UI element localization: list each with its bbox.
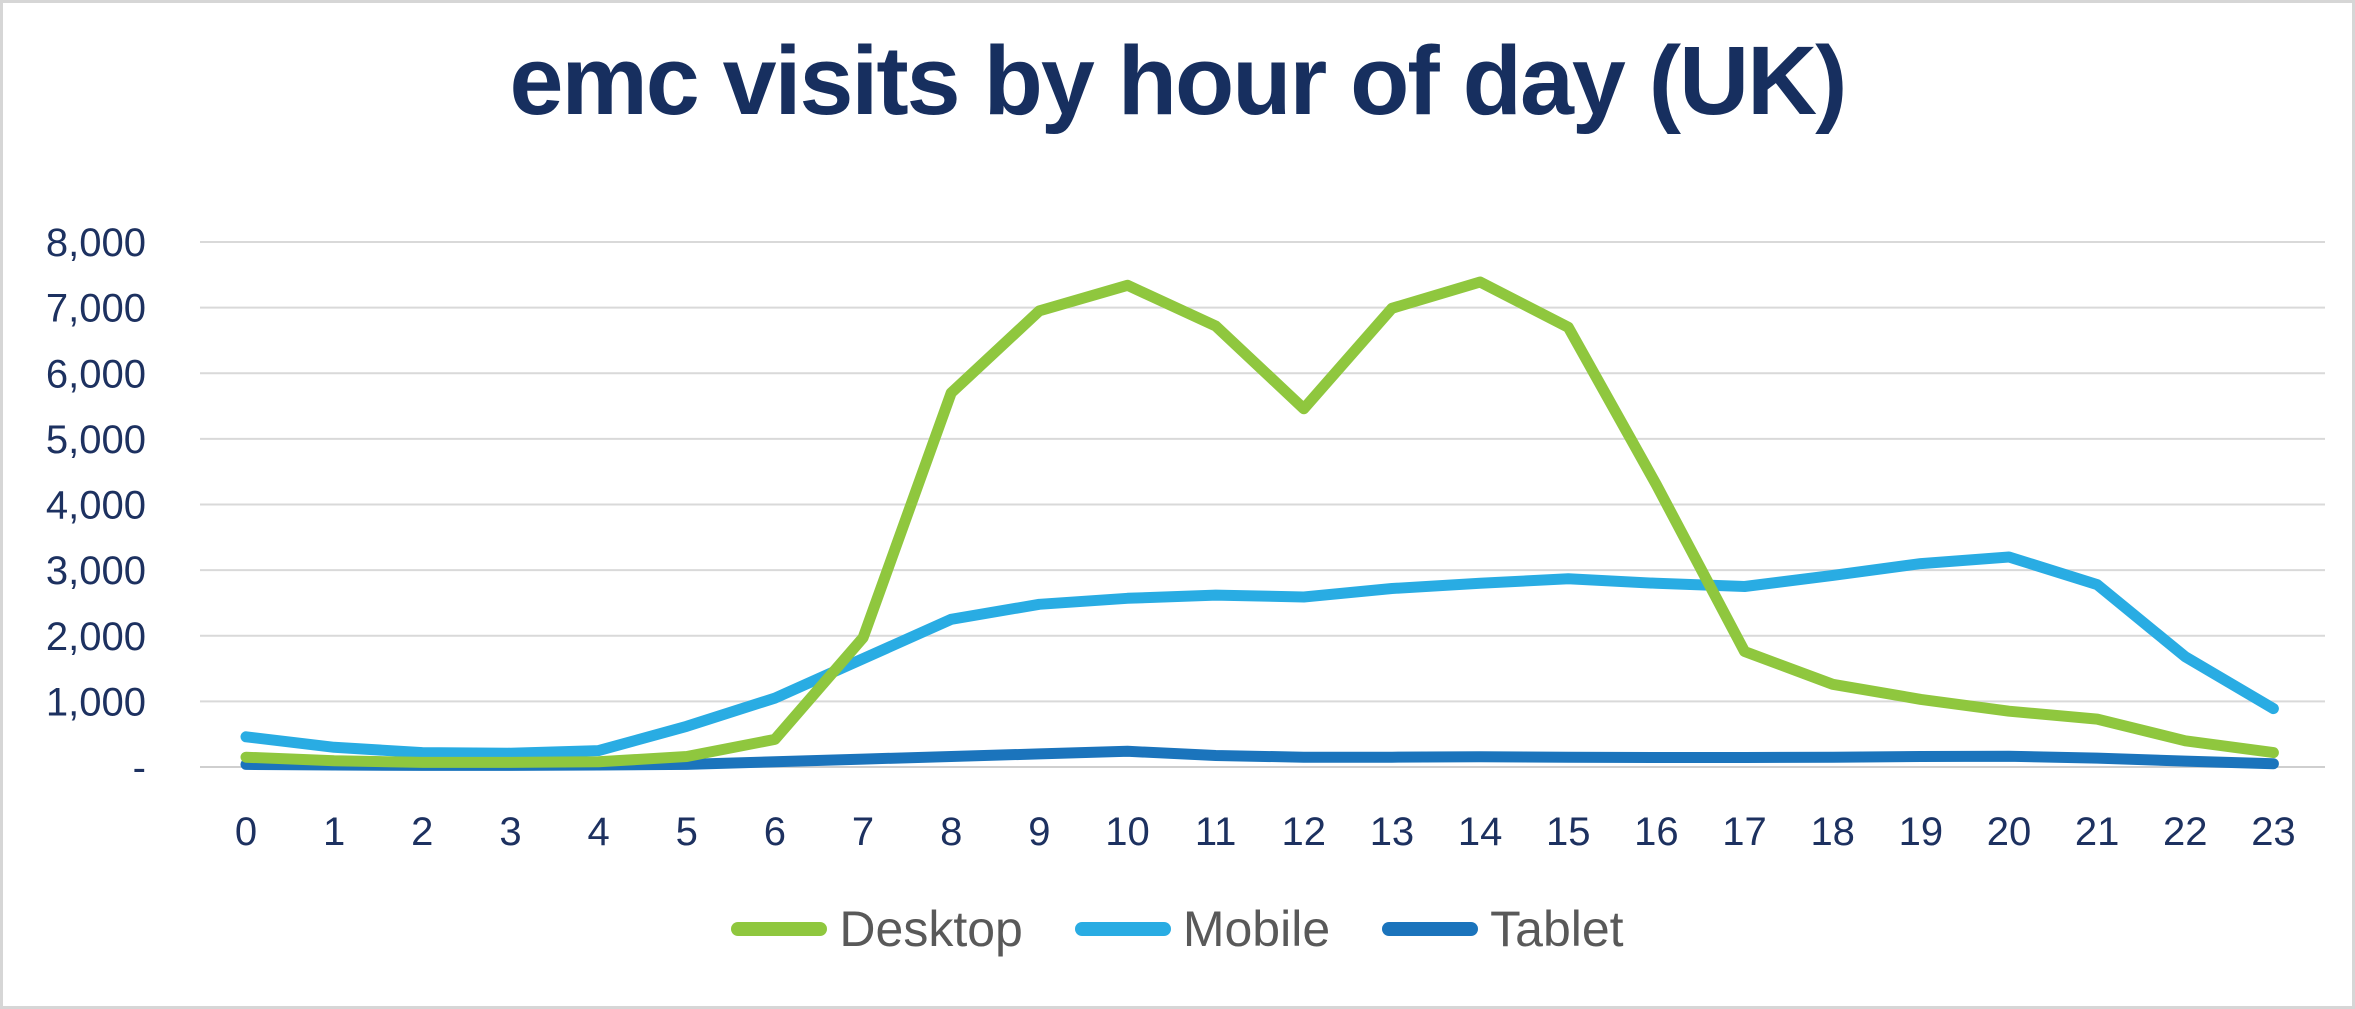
gridlines (200, 241, 2325, 768)
y-tick-label: 4,000 (46, 484, 146, 528)
legend-item-desktop: Desktop (731, 901, 1023, 957)
y-axis-labels: 8,000 7,000 6,000 5,000 4,000 3,000 2,000 1,000… (46, 221, 146, 790)
mobile-line-swatch (1074, 922, 1171, 936)
x-axis-labels: 0 1 2 3 4 5 6 7 8 9 10 11 12 13 14 15 16 17 18 19 20 21 22 23 (235, 810, 2296, 854)
x-tick-label: 21 (2075, 810, 2120, 854)
x-tick-label: 16 (1634, 810, 1679, 854)
x-tick-label: 9 (1028, 810, 1050, 854)
x-tick-label: 14 (1458, 810, 1503, 854)
x-tick-label: 11 (1195, 810, 1237, 854)
y-tick-label: 5,000 (46, 418, 146, 462)
x-tick-label: 18 (1810, 810, 1855, 854)
x-tick-label: 6 (764, 810, 786, 854)
legend-label-tablet: Tablet (1490, 901, 1624, 957)
x-tick-label: 10 (1105, 810, 1150, 854)
x-tick-label: 12 (1282, 810, 1327, 854)
legend-label-desktop: Desktop (839, 901, 1023, 957)
legend-item-tablet: Tablet (1382, 901, 1624, 957)
x-tick-label: 8 (940, 810, 962, 854)
page-title: emc visits by hour of day (UK) (509, 26, 1848, 135)
x-tick-label: 3 (499, 810, 521, 854)
x-tick-label: 0 (235, 810, 257, 854)
y-tick-label: - (133, 746, 146, 790)
y-tick-label: 6,000 (46, 352, 146, 396)
x-tick-label: 5 (676, 810, 698, 854)
x-tick-label: 19 (1899, 810, 1944, 854)
x-tick-label: 1 (323, 810, 345, 854)
y-tick-label: 1,000 (46, 680, 146, 724)
y-tick-label: 8,000 (46, 221, 146, 265)
legend-item-mobile: Mobile (1074, 901, 1331, 957)
x-tick-label: 4 (587, 810, 609, 854)
x-tick-label: 13 (1370, 810, 1415, 854)
mobile-line (240, 551, 2279, 759)
x-tick-label: 17 (1722, 810, 1767, 854)
x-tick-label: 20 (1987, 810, 2032, 854)
desktop-line (240, 276, 2279, 768)
y-tick-label: 3,000 (46, 549, 146, 593)
x-tick-label: 23 (2251, 810, 2296, 854)
x-tick-label: 15 (1546, 810, 1591, 854)
y-tick-label: 7,000 (46, 287, 146, 331)
x-tick-label: 7 (852, 810, 874, 854)
x-tick-label: 22 (2163, 810, 2208, 854)
line-chart: 8,000 7,000 6,000 5,000 4,000 3,000 2,000 1,000… (46, 221, 2325, 854)
desktop-line-swatch (731, 922, 828, 936)
tablet-line-swatch (1382, 922, 1479, 936)
legend-label-mobile: Mobile (1182, 901, 1331, 957)
y-tick-label: 2,000 (46, 615, 146, 659)
x-tick-label: 2 (411, 810, 433, 854)
chart-legend: Desktop Mobile Tablet (3, 904, 2352, 954)
